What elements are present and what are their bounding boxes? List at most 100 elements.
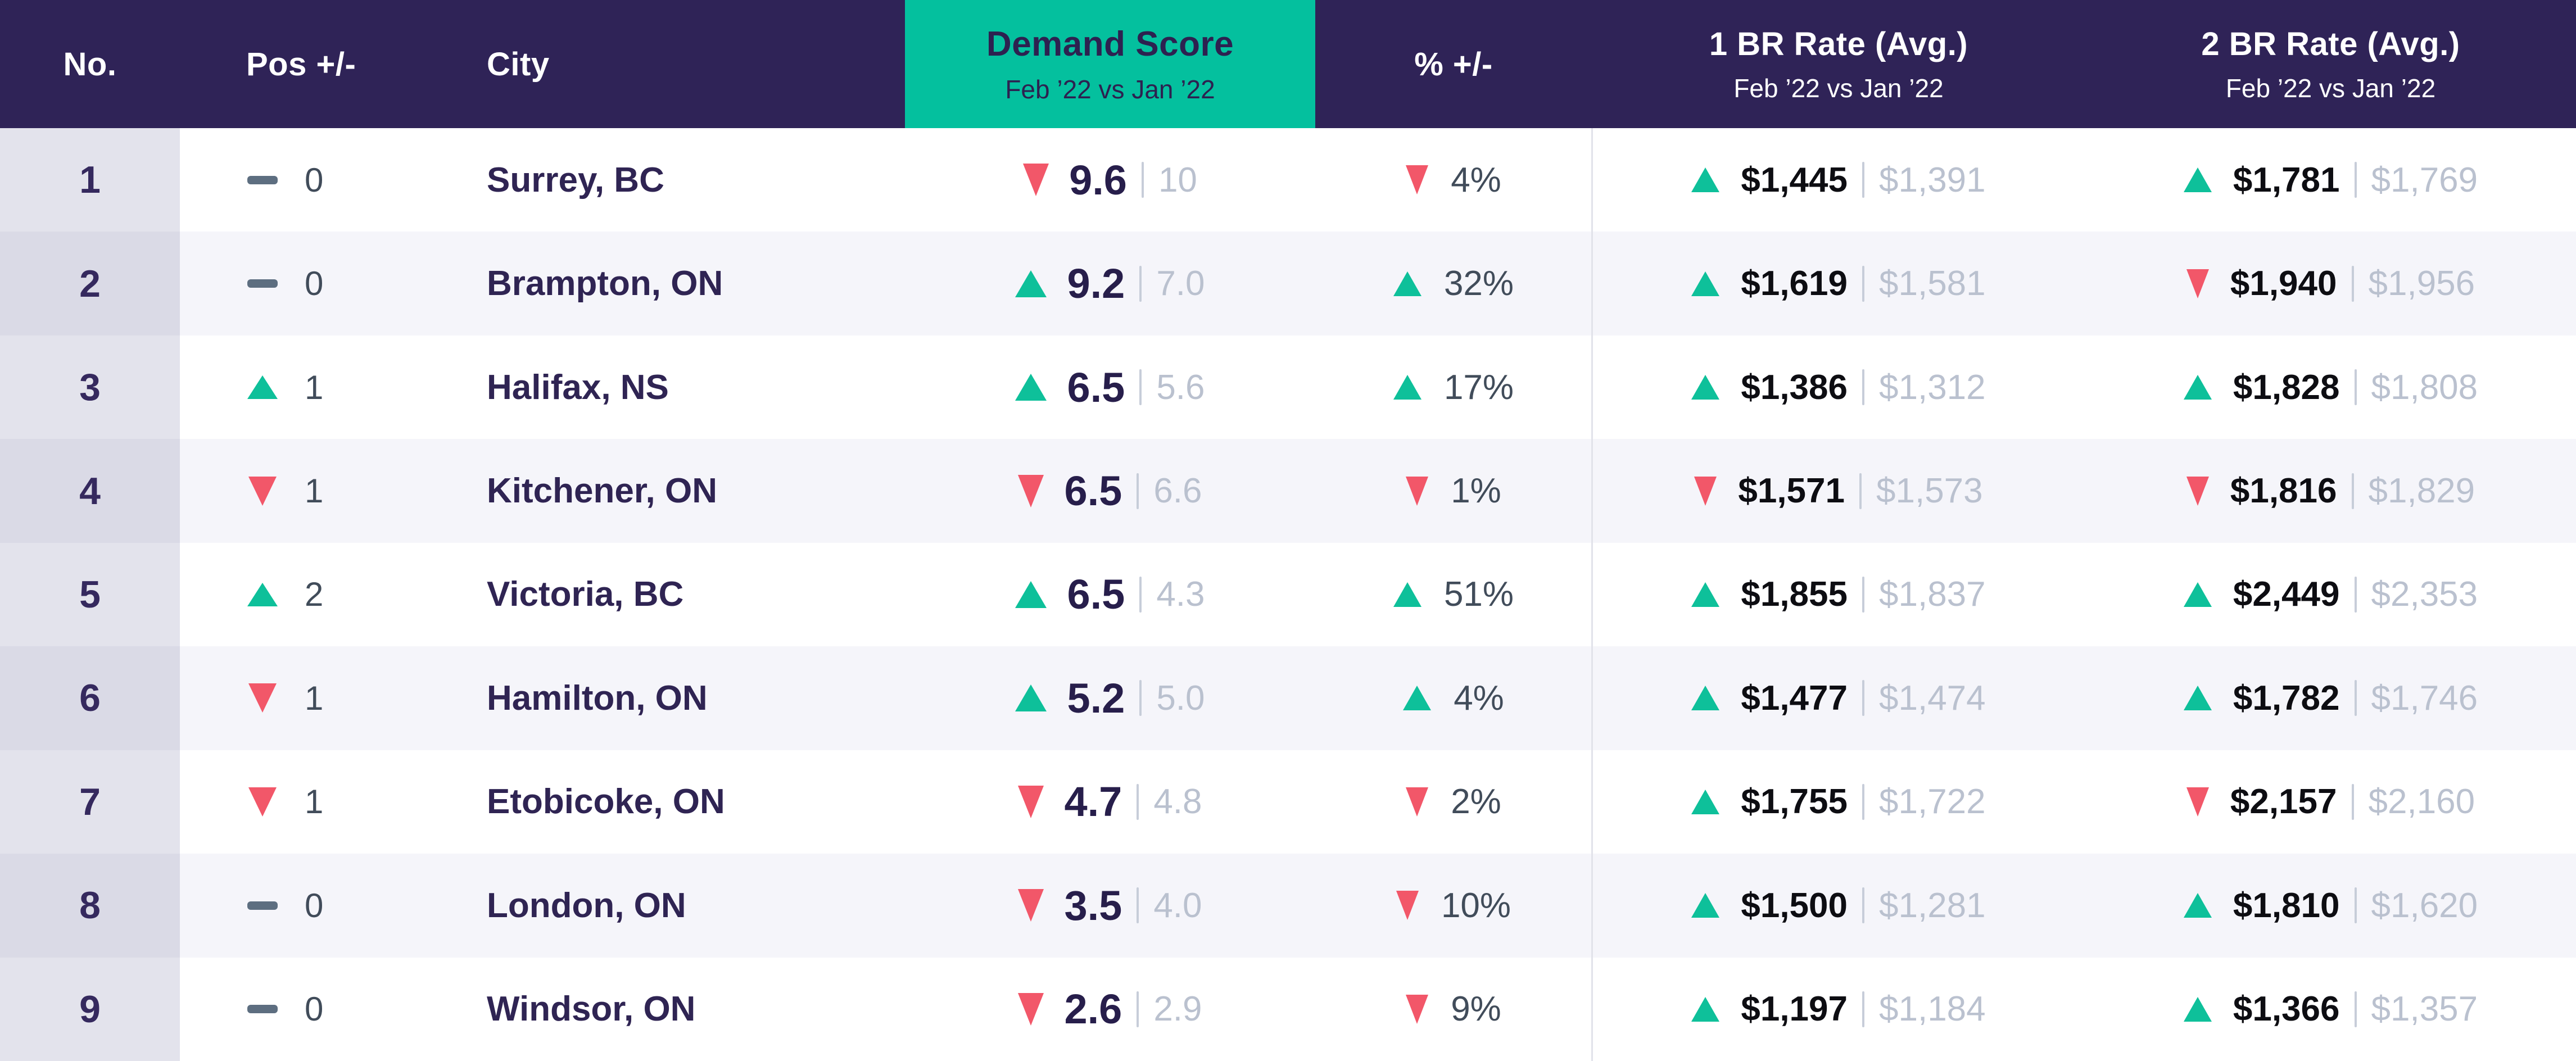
col-header-sublabel: Feb ’22 vs Jan ’22 bbox=[1733, 73, 1944, 103]
percent-change-value: 10% bbox=[1441, 886, 1511, 925]
demand-score-previous: 4.0 bbox=[1153, 886, 1202, 925]
col-header-sublabel: Feb ’22 vs Jan ’22 bbox=[2225, 73, 2436, 103]
value-separator bbox=[1139, 265, 1142, 302]
two-br-rate-cell: $1,810 $1,620 bbox=[2085, 854, 2576, 957]
col-header-label: Demand Score bbox=[986, 24, 1234, 64]
value-separator bbox=[1137, 991, 1139, 1027]
arrow-down-icon bbox=[248, 787, 277, 817]
position-change-icon-box bbox=[246, 175, 279, 184]
rank-cell: 8 bbox=[0, 854, 180, 958]
value-separator bbox=[1137, 783, 1139, 820]
position-change-value: 0 bbox=[305, 990, 324, 1028]
arrow-down-icon bbox=[1694, 476, 1717, 506]
demand-score-previous: 6.6 bbox=[1153, 471, 1202, 511]
demand-score-current: 5.2 bbox=[1067, 674, 1125, 722]
two-br-rate-previous: $2,353 bbox=[2371, 575, 2478, 614]
demand-score-previous: 7.0 bbox=[1156, 264, 1205, 303]
two-br-rate-cell: $2,449 $2,353 bbox=[2085, 543, 2576, 646]
value-separator bbox=[1862, 265, 1864, 302]
one-br-rate-current: $1,619 bbox=[1741, 264, 1848, 303]
arrow-down-icon bbox=[248, 476, 277, 506]
col-header-label: 1 BR Rate (Avg.) bbox=[1709, 25, 1968, 62]
table-row: 6 1 Hamilton, ON 5.2 5.0 4% $1,477 $1,474 $1,782… bbox=[0, 646, 2576, 750]
arrow-up-icon bbox=[2183, 893, 2212, 918]
two-br-rate-current: $1,940 bbox=[2230, 264, 2337, 303]
table-row: 8 0 London, ON 3.5 4.0 10% $1,500 $1,281 $1,810 $… bbox=[0, 854, 2576, 958]
two-br-rate-previous: $1,620 bbox=[2371, 886, 2478, 925]
arrow-up-icon bbox=[1015, 270, 1047, 297]
arrow-up-icon bbox=[1691, 789, 1720, 814]
one-br-rate-previous: $1,581 bbox=[1879, 264, 1986, 303]
two-br-rate-previous: $2,160 bbox=[2368, 782, 2475, 822]
percent-change-value: 4% bbox=[1451, 160, 1501, 199]
arrow-up-icon bbox=[2183, 375, 2212, 400]
no-change-dash-icon bbox=[247, 901, 278, 910]
arrow-up-icon bbox=[1691, 893, 1720, 918]
arrow-up-icon bbox=[1403, 686, 1432, 711]
table-body: 1 0 Surrey, BC 9.6 10 4% $1,445 $1,391 $1,781 $1,… bbox=[0, 128, 2576, 1061]
position-change-icon-box bbox=[246, 787, 279, 817]
col-header-2br-rate: 2 BR Rate (Avg.) Feb ’22 vs Jan ’22 bbox=[2085, 0, 2576, 128]
position-change-cell: 1 bbox=[180, 335, 450, 439]
one-br-rate-previous: $1,722 bbox=[1879, 782, 1986, 822]
one-br-rate-current: $1,500 bbox=[1741, 886, 1848, 925]
table-header: No. Pos +/- City Demand Score Feb ’22 vs… bbox=[0, 0, 2576, 128]
one-br-rate-current: $1,755 bbox=[1741, 782, 1848, 822]
table-row: 4 1 Kitchener, ON 6.5 6.6 1% $1,571 $1,573 $1,81… bbox=[0, 439, 2576, 543]
position-change-value: 1 bbox=[305, 783, 324, 821]
position-change-cell: 1 bbox=[180, 439, 450, 542]
city-cell: Hamilton, ON bbox=[450, 646, 905, 750]
two-br-rate-cell: $1,781 $1,769 bbox=[2085, 128, 2576, 232]
two-br-rate-previous: $1,956 bbox=[2368, 264, 2475, 303]
two-br-rate-cell: $2,157 $2,160 bbox=[2085, 750, 2576, 854]
value-separator bbox=[1141, 162, 1144, 198]
arrow-up-icon bbox=[1691, 686, 1720, 711]
table-row: 9 0 Windsor, ON 2.6 2.9 9% $1,197 $1,184 $1,366 $… bbox=[0, 957, 2576, 1061]
percent-change-cell: 10% bbox=[1315, 854, 1592, 957]
one-br-rate-previous: $1,837 bbox=[1879, 575, 1986, 614]
table-row: 2 0 Brampton, ON 9.2 7.0 32% $1,619 $1,581 $1,94… bbox=[0, 232, 2576, 335]
arrow-down-icon bbox=[2186, 787, 2209, 817]
rank-value: 7 bbox=[79, 780, 101, 823]
two-br-rate-cell: $1,828 $1,808 bbox=[2085, 335, 2576, 439]
position-change-icon-box bbox=[246, 582, 279, 606]
one-br-rate-cell: $1,386 $1,312 bbox=[1592, 335, 2085, 439]
city-name: Etobicoke, ON bbox=[487, 782, 725, 822]
position-change-value: 1 bbox=[305, 679, 324, 717]
position-change-cell: 0 bbox=[180, 958, 450, 1061]
arrow-up-icon bbox=[2183, 582, 2212, 607]
two-br-rate-previous: $1,808 bbox=[2371, 368, 2478, 407]
position-change-cell: 0 bbox=[180, 854, 450, 957]
col-header-pos: Pos +/- bbox=[180, 0, 450, 128]
position-change-icon-box bbox=[246, 279, 279, 288]
arrow-up-icon bbox=[1393, 271, 1421, 296]
arrow-down-icon bbox=[1406, 994, 1429, 1024]
value-separator bbox=[1862, 783, 1864, 820]
percent-change-cell: 1% bbox=[1315, 439, 1592, 542]
demand-score-current: 6.5 bbox=[1067, 364, 1125, 411]
col-header-demand-score: Demand Score Feb ’22 vs Jan ’22 bbox=[905, 0, 1315, 128]
demand-score-cell: 3.5 4.0 bbox=[905, 854, 1315, 957]
col-header-no: No. bbox=[0, 0, 180, 128]
value-separator bbox=[2354, 576, 2357, 613]
percent-change-value: 2% bbox=[1451, 782, 1501, 822]
position-change-icon-box bbox=[246, 476, 279, 506]
demand-score-current: 6.5 bbox=[1064, 468, 1122, 515]
demand-score-current: 3.5 bbox=[1064, 882, 1122, 929]
value-separator bbox=[1137, 473, 1139, 509]
rank-value: 2 bbox=[79, 262, 101, 305]
rank-value: 3 bbox=[79, 366, 101, 409]
value-separator bbox=[2351, 473, 2354, 509]
two-br-rate-cell: $1,366 $1,357 bbox=[2085, 958, 2576, 1061]
value-separator bbox=[2354, 887, 2357, 924]
arrow-up-icon bbox=[247, 582, 278, 606]
one-br-rate-cell: $1,477 $1,474 bbox=[1592, 646, 2085, 750]
rank-cell: 9 bbox=[0, 957, 180, 1061]
city-name: Victoria, BC bbox=[487, 575, 684, 614]
position-change-icon-box bbox=[246, 1005, 279, 1014]
percent-change-value: 32% bbox=[1443, 264, 1514, 303]
city-cell: Brampton, ON bbox=[450, 232, 905, 335]
two-br-rate-cell: $1,816 $1,829 bbox=[2085, 439, 2576, 542]
column-divider bbox=[1591, 128, 1593, 1061]
arrow-up-icon bbox=[2183, 686, 2212, 711]
